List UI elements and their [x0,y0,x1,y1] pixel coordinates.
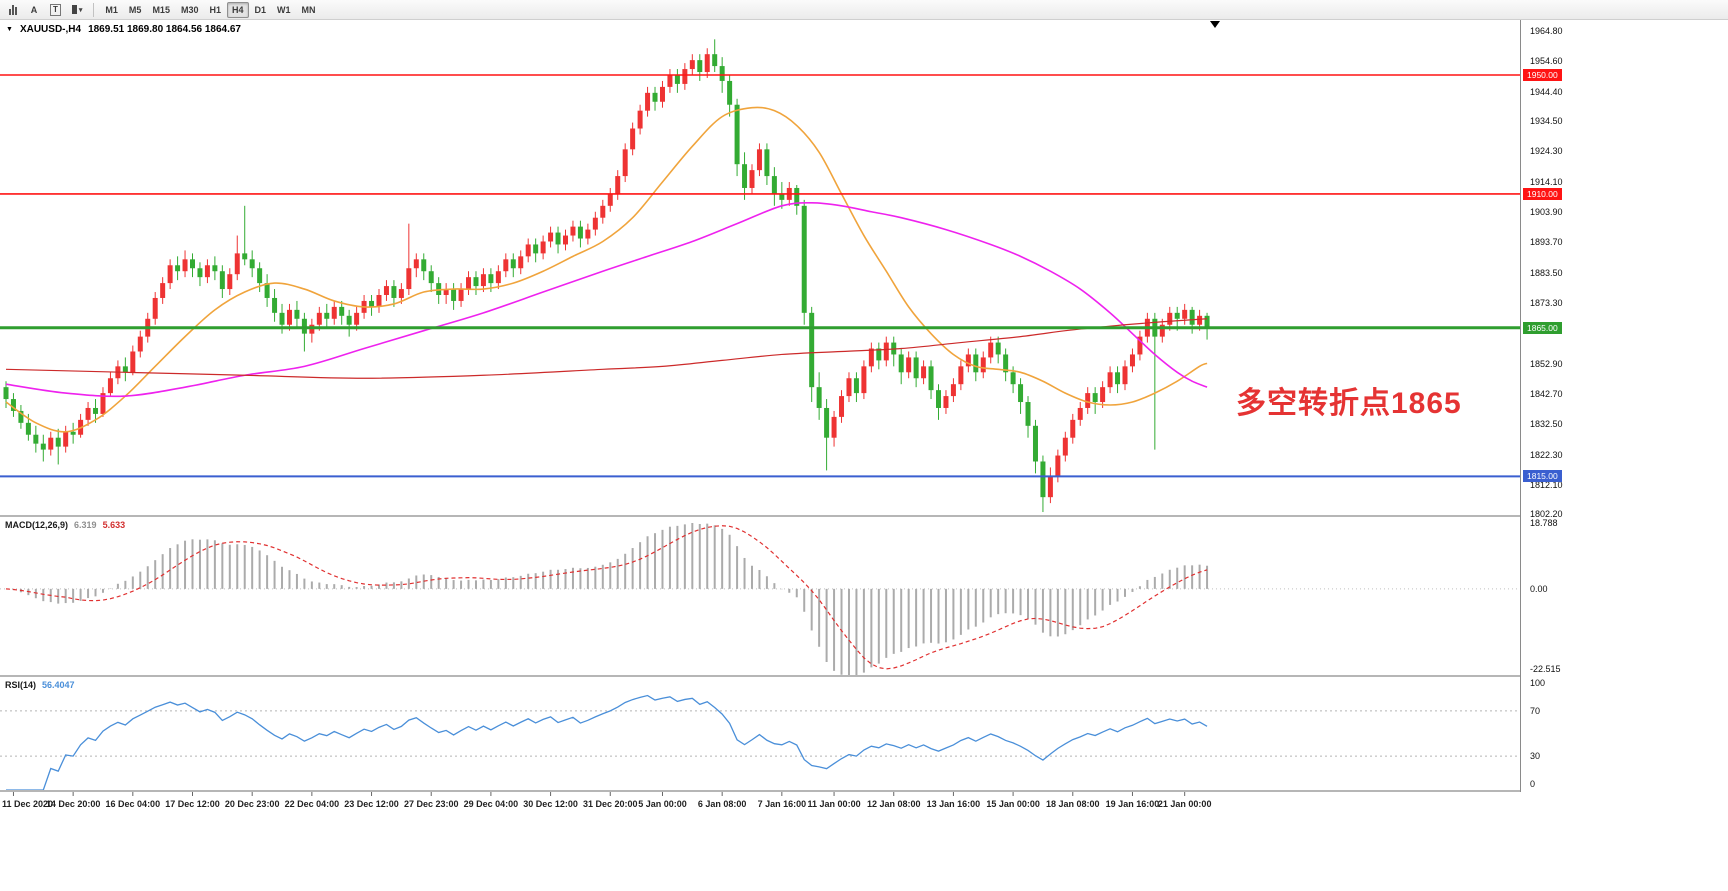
price-axis-label: 1822.30 [1530,449,1563,460]
macd-axis-label: -22.515 [1530,664,1561,674]
macd-label: MACD(12,26,9) 6.319 5.633 [5,520,125,530]
svg-text:22 Dec 04:00: 22 Dec 04:00 [285,799,340,809]
panel-separator[interactable] [0,675,1728,677]
svg-text:14 Dec 20:00: 14 Dec 20:00 [46,799,101,809]
rsi-panel[interactable]: RSI(14) 56.4047 [0,677,1520,790]
svg-text:11 Jan 00:00: 11 Jan 00:00 [808,799,861,809]
price-axis-label: 1903.90 [1530,207,1563,218]
symbol-title: XAUUSD-,H4 [19,24,82,35]
price-axis-label: 1924.30 [1530,146,1563,157]
tf-m15-button[interactable]: M15 [152,4,170,15]
svg-text:6 Jan 08:00: 6 Jan 08:00 [698,799,747,809]
chart-annotation-text[interactable]: 多空转折点1865 [1236,387,1462,420]
tf-h4-button[interactable]: H4 [226,1,249,18]
timeframe-group: M1 M5 M15 M30 H1 H4 D1 W1 MN [100,1,320,18]
price-axis-label: 1812.10 [1530,479,1563,490]
macd-name: MACD(12,26,9) [5,520,69,530]
tf-mn-button[interactable]: MN [301,4,316,15]
chart-type-button[interactable]: ▾ [67,2,88,18]
svg-text:30 Dec 12:00: 30 Dec 12:00 [523,799,578,809]
price-axis-label: 1852.90 [1530,358,1563,369]
price-level-badge: 1815.00 [1523,470,1562,483]
toolbar-separator [93,2,95,17]
svg-text:29 Dec 04:00: 29 Dec 04:00 [464,799,519,809]
svg-text:5 Jan 00:00: 5 Jan 00:00 [638,799,687,809]
svg-text:20 Dec 23:00: 20 Dec 23:00 [225,799,280,809]
rsi-axis-label: 0 [1530,779,1536,789]
rsi-value: 56.4047 [42,680,75,690]
dropdown-caret-icon: ▾ [78,6,83,14]
price-level-badge: 1950.00 [1523,69,1562,81]
candlestick-icon [71,5,77,14]
price-axis-label: 1954.60 [1530,56,1563,67]
macd-main-value: 6.319 [74,520,97,530]
price-axis-label: 1873.30 [1530,298,1563,309]
letter-t-icon: T [50,3,61,16]
toolbar: A T ▾ M1 M5 M15 M30 H1 H4 D1 W1 MN [0,0,1728,20]
price-level-badge: 1865.00 [1523,321,1562,334]
svg-text:23 Dec 12:00: 23 Dec 12:00 [344,799,399,809]
svg-text:15 Jan 00:00: 15 Jan 00:00 [986,799,1040,809]
svg-text:16 Dec 04:00: 16 Dec 04:00 [106,799,161,809]
rsi-chart [0,694,1520,790]
svg-text:31 Dec 20:00: 31 Dec 20:00 [583,799,638,809]
price-axis-label: 1832.50 [1530,419,1563,430]
symbol-info: ▼ XAUUSD-,H4 1869.51 1869.80 1864.56 186… [6,24,241,35]
price-axis-label: 1842.70 [1530,389,1563,399]
macd-chart [0,523,1520,675]
svg-text:12 Jan 08:00: 12 Jan 08:00 [867,799,921,809]
svg-text:19 Jan 16:00: 19 Jan 16:00 [1106,799,1160,809]
svg-text:27 Dec 23:00: 27 Dec 23:00 [404,799,459,809]
macd-panel[interactable]: MACD(12,26,9) 6.319 5.633 [0,517,1520,675]
price-axis-label: 1893.70 [1530,237,1563,248]
rsi-axis-label: 100 [1530,678,1546,688]
chart-bars-button[interactable] [3,2,23,18]
svg-text:7 Jan 16:00: 7 Jan 16:00 [758,799,807,809]
letter-a-icon: A [30,4,38,15]
candlestick-chart [0,39,1520,513]
cursor-a-button[interactable]: A [24,2,44,18]
ohlc-collapse-icon[interactable]: ▼ [6,26,13,33]
chart-shift-marker[interactable] [1210,21,1220,28]
macd-axis-label: 18.788 [1530,518,1558,528]
bar-chart-icon [9,4,17,15]
tf-m5-button[interactable]: M5 [128,4,142,15]
tf-m1-button[interactable]: M1 [105,4,118,15]
rsi-axis-label: 30 [1530,751,1541,762]
panel-separator[interactable] [0,515,1728,517]
svg-text:11 Dec 2020: 11 Dec 2020 [2,799,53,809]
chart-region: ▼ XAUUSD-,H4 1869.51 1869.80 1864.56 186… [0,20,1728,891]
symbol-ohlc: 1869.51 1869.80 1864.56 1864.67 [88,24,241,35]
price-axis-label: 1914.10 [1530,176,1563,187]
tf-d1-button[interactable]: D1 [254,4,267,15]
price-axis-label: 1883.50 [1530,267,1563,278]
tf-h1-button[interactable]: H1 [209,4,221,15]
panel-separator[interactable] [0,790,1728,792]
price-axis-label: 1944.40 [1530,86,1563,97]
price-axis-label: 1934.50 [1530,116,1563,127]
svg-text:21 Jan 00:00: 21 Jan 00:00 [1158,799,1212,809]
price-level-badge: 1910.00 [1523,187,1562,200]
price-axis[interactable]: 1964.80 1954.60 1944.40 1934.50 1924.30 1914.… [1520,20,1728,792]
rsi-axis-label: 70 [1530,705,1541,716]
svg-text:18 Jan 08:00: 18 Jan 08:00 [1046,799,1100,809]
svg-text:13 Jan 16:00: 13 Jan 16:00 [927,799,981,809]
macd-signal-value: 5.633 [102,520,126,530]
price-axis-label: 1964.80 [1530,26,1563,36]
rsi-label: RSI(14) 56.4047 [5,680,75,690]
text-tool-button[interactable]: T [45,2,66,18]
price-axis-label: 1802.20 [1530,509,1563,520]
main-chart-panel[interactable]: ▼ XAUUSD-,H4 1869.51 1869.80 1864.56 186… [0,20,1520,515]
time-axis[interactable]: 11 Dec 2020 14 Dec 20:00 16 Dec 04:00 17 De… [0,792,1520,812]
rsi-name: RSI(14) [5,680,37,690]
tf-w1-button[interactable]: W1 [277,4,291,15]
tf-m30-button[interactable]: M30 [180,4,199,15]
svg-text:17 Dec 12:00: 17 Dec 12:00 [165,799,220,809]
macd-axis-label: 0.00 [1530,583,1548,594]
